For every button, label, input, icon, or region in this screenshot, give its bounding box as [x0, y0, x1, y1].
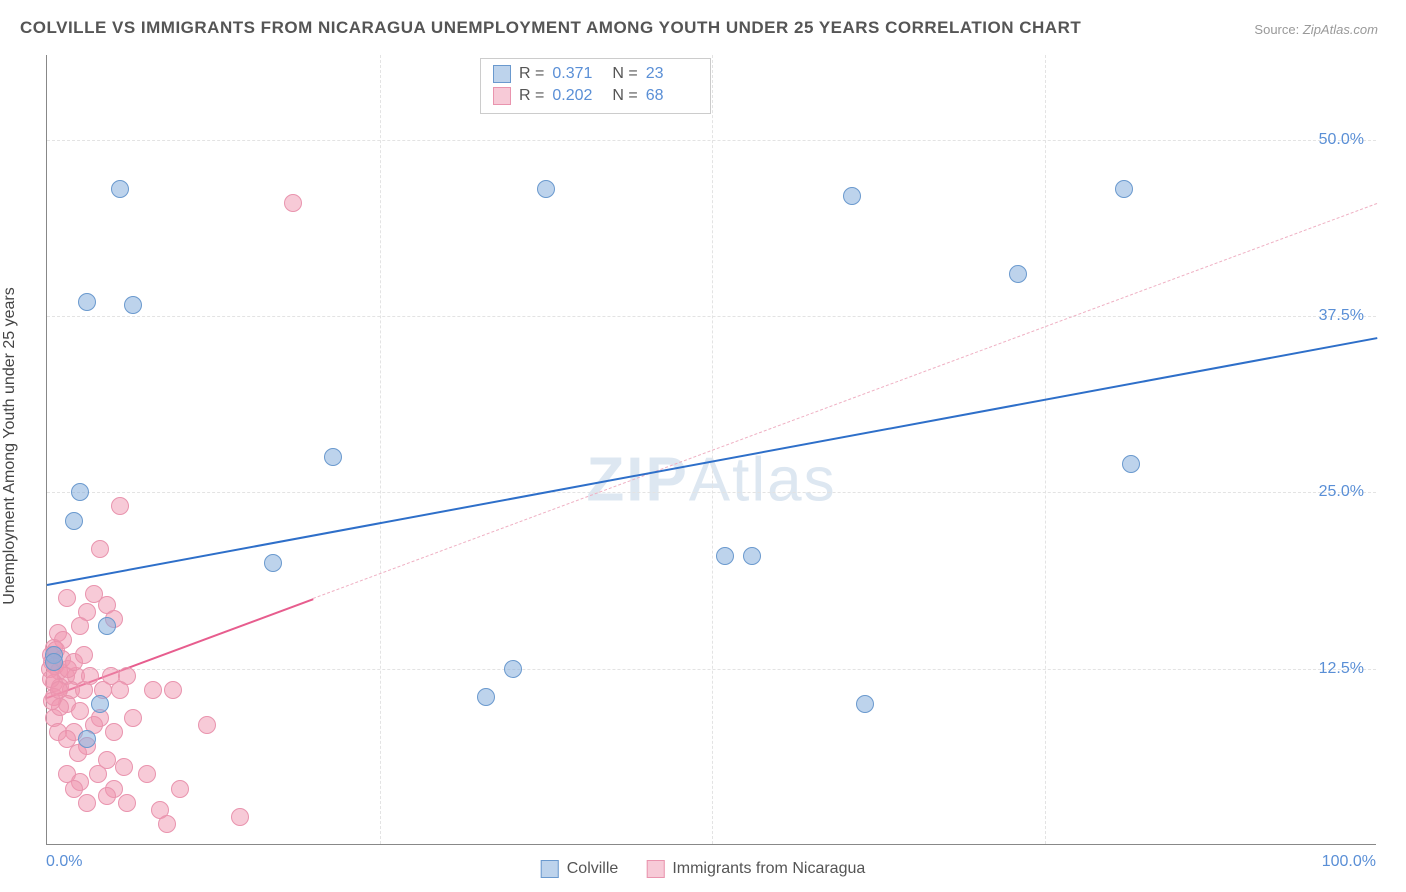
scatter-point — [45, 653, 63, 671]
chart-title: COLVILLE VS IMMIGRANTS FROM NICARAGUA UN… — [20, 18, 1081, 38]
scatter-point — [264, 554, 282, 572]
scatter-point — [537, 180, 555, 198]
r-label: R = — [519, 65, 544, 83]
scatter-point — [98, 787, 116, 805]
n-label: N = — [612, 65, 637, 83]
x-tick-label: 0.0% — [46, 853, 82, 871]
scatter-point — [1122, 455, 1140, 473]
y-tick-label: 12.5% — [1319, 660, 1364, 678]
scatter-point — [115, 758, 133, 776]
scatter-point — [164, 681, 182, 699]
scatter-point — [144, 681, 162, 699]
swatch-colville — [541, 860, 559, 878]
scatter-point — [111, 180, 129, 198]
legend-label-nicaragua: Immigrants from Nicaragua — [672, 860, 865, 878]
scatter-point — [71, 483, 89, 501]
plot-area: ZIPAtlas 12.5%25.0%37.5%50.0% — [46, 55, 1376, 845]
scatter-point — [91, 695, 109, 713]
scatter-point — [231, 808, 249, 826]
correlation-legend: R = 0.371 N = 23 R = 0.202 N = 68 — [480, 58, 711, 114]
source-label: Source: — [1254, 22, 1299, 37]
scatter-point — [138, 765, 156, 783]
scatter-point — [198, 716, 216, 734]
scatter-point — [50, 681, 68, 699]
scatter-point — [91, 540, 109, 558]
r-label: R = — [519, 87, 544, 105]
scatter-point — [89, 765, 107, 783]
scatter-point — [843, 187, 861, 205]
source-value: ZipAtlas.com — [1303, 22, 1378, 37]
scatter-point — [78, 730, 96, 748]
scatter-point — [716, 547, 734, 565]
r-value-colville: 0.371 — [552, 65, 604, 83]
scatter-point — [111, 681, 129, 699]
y-tick-label: 25.0% — [1319, 483, 1364, 501]
scatter-point — [75, 681, 93, 699]
n-label: N = — [612, 87, 637, 105]
gridline-vertical — [380, 55, 381, 844]
swatch-nicaragua — [493, 87, 511, 105]
n-value-colville: 23 — [646, 65, 698, 83]
legend-row-colville: R = 0.371 N = 23 — [493, 63, 698, 85]
scatter-point — [65, 780, 83, 798]
scatter-point — [124, 709, 142, 727]
x-tick-label: 100.0% — [1322, 853, 1376, 871]
source-attribution: Source: ZipAtlas.com — [1254, 22, 1378, 37]
legend-item-colville: Colville — [541, 860, 619, 878]
scatter-point — [284, 194, 302, 212]
scatter-point — [124, 296, 142, 314]
legend-item-nicaragua: Immigrants from Nicaragua — [646, 860, 865, 878]
scatter-point — [71, 702, 89, 720]
scatter-point — [58, 589, 76, 607]
y-axis-label: Unemployment Among Youth under 25 years — [1, 287, 19, 605]
scatter-point — [504, 660, 522, 678]
scatter-point — [1009, 265, 1027, 283]
watermark-rest: Atlas — [689, 446, 837, 515]
swatch-nicaragua — [646, 860, 664, 878]
trend-line — [313, 203, 1377, 599]
swatch-colville — [493, 65, 511, 83]
scatter-point — [71, 617, 89, 635]
y-tick-label: 50.0% — [1319, 131, 1364, 149]
y-tick-label: 37.5% — [1319, 307, 1364, 325]
scatter-point — [856, 695, 874, 713]
scatter-point — [324, 448, 342, 466]
scatter-point — [158, 815, 176, 833]
scatter-point — [111, 497, 129, 515]
scatter-point — [1115, 180, 1133, 198]
scatter-point — [105, 723, 123, 741]
legend-label-colville: Colville — [567, 860, 619, 878]
n-value-nicaragua: 68 — [646, 87, 698, 105]
scatter-point — [98, 617, 116, 635]
scatter-point — [78, 293, 96, 311]
scatter-point — [75, 646, 93, 664]
r-value-nicaragua: 0.202 — [552, 87, 604, 105]
scatter-point — [78, 794, 96, 812]
scatter-point — [171, 780, 189, 798]
legend-row-nicaragua: R = 0.202 N = 68 — [493, 85, 698, 107]
scatter-point — [65, 512, 83, 530]
scatter-point — [477, 688, 495, 706]
series-legend: Colville Immigrants from Nicaragua — [541, 860, 866, 878]
scatter-point — [118, 794, 136, 812]
scatter-point — [743, 547, 761, 565]
gridline-vertical — [1045, 55, 1046, 844]
